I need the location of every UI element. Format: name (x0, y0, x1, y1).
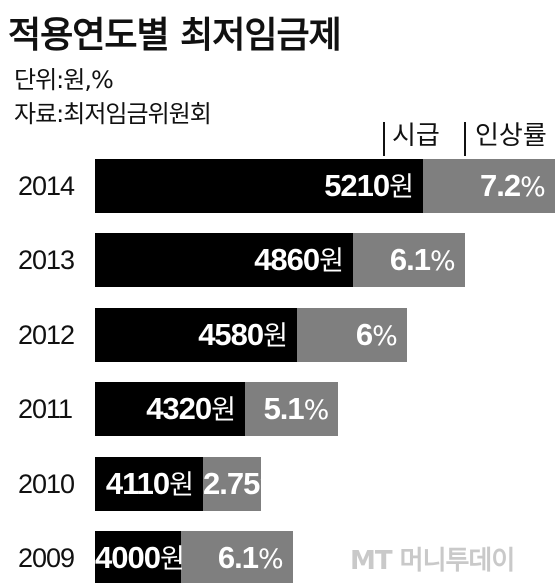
wage-value-label: 4860원 (95, 233, 344, 287)
rate-bar (423, 159, 555, 213)
rate-bar (245, 382, 339, 437)
legend-wage-tick (383, 122, 385, 156)
rate-unit: % (257, 544, 284, 575)
rate-unit: % (259, 469, 285, 501)
rate-value-label: 7.2% (423, 159, 546, 213)
year-label: 2012 (18, 319, 75, 350)
rate-bar (353, 233, 465, 288)
wage-bar (95, 531, 181, 583)
wage-bar (95, 382, 245, 437)
rate-unit: % (372, 320, 398, 352)
rate-bar (203, 456, 261, 511)
wage-unit: 원 (211, 395, 236, 427)
rate-value-label: 6% (297, 308, 398, 362)
rate-bar (297, 307, 407, 362)
wage-bar (95, 233, 353, 288)
wage-value: 4580 (198, 316, 264, 352)
rate-value-label: 6.1% (181, 531, 284, 583)
chart-title: 적용연도별 최저임금제 (8, 15, 342, 56)
legend-rate-label: 인상률 (475, 121, 547, 151)
rate-value: 6 (355, 316, 373, 352)
wage-value-label: 4580원 (95, 308, 288, 362)
wage-value: 5210 (324, 168, 390, 203)
wage-value-label: 5210원 (95, 159, 414, 213)
wage-value-label: 4000원 (95, 531, 185, 583)
rate-value-label: 2.75% (203, 457, 285, 511)
rate-unit: % (303, 395, 330, 427)
year-label: 2009 (18, 543, 75, 573)
watermark-logo: MT 머니투데이 (350, 546, 515, 576)
rate-value: 2.75 (203, 465, 260, 501)
rate-value: 6.1 (389, 242, 431, 278)
rate-unit: % (429, 246, 456, 278)
wage-bar (95, 307, 297, 362)
rate-value: 6.1 (217, 540, 259, 575)
rate-unit: % (520, 172, 546, 203)
rate-value: 7.2 (479, 168, 521, 203)
year-label: 2014 (18, 171, 75, 201)
wage-value-label: 4110원 (95, 457, 194, 511)
rate-value-label: 6.1% (353, 233, 456, 287)
rate-value-label: 5.1% (245, 382, 330, 436)
wage-unit: 원 (319, 246, 344, 278)
wage-value-label: 4320원 (95, 382, 236, 436)
unit-note: 단위:원,% (14, 66, 114, 94)
wage-unit: 원 (169, 469, 194, 501)
wage-value: 4000 (95, 540, 161, 575)
wage-unit: 원 (389, 172, 414, 203)
wage-bar (95, 159, 423, 213)
source-note: 자료:최저임금위원회 (14, 100, 212, 128)
wage-unit: 원 (263, 320, 288, 352)
wage-value: 4110 (105, 465, 170, 501)
wage-bar (95, 456, 203, 511)
legend-wage-label: 시급 (392, 121, 440, 151)
wage-value: 4860 (254, 242, 320, 278)
wage-value: 4320 (146, 391, 212, 427)
year-label: 2010 (18, 468, 75, 499)
rate-bar (181, 531, 293, 583)
legend-rate-tick (464, 122, 466, 156)
year-label: 2013 (18, 245, 75, 276)
year-label: 2011 (18, 394, 73, 425)
rate-value: 5.1 (263, 391, 305, 427)
wage-unit: 원 (159, 544, 185, 575)
